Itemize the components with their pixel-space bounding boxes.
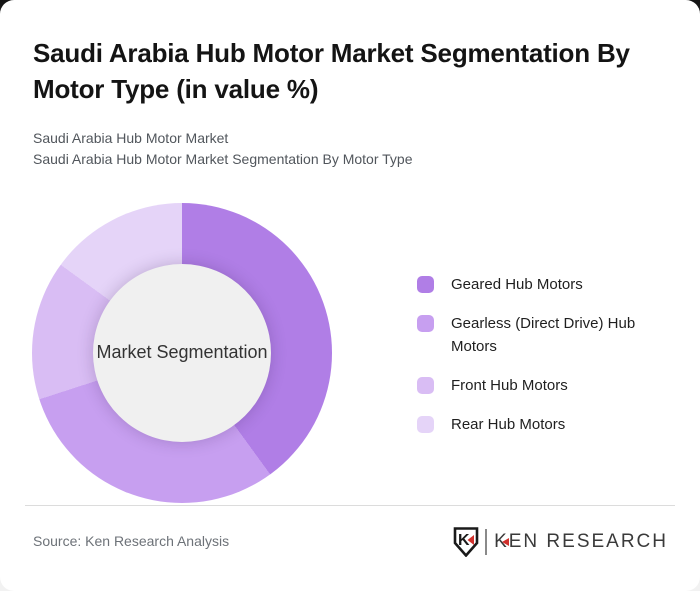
header: Saudi Arabia Hub Motor Market Segmentati… bbox=[0, 0, 700, 170]
logo-separator bbox=[485, 529, 488, 555]
legend-item: Geared Hub Motors bbox=[417, 273, 655, 296]
ken-research-logo: K KEN RESEARCH bbox=[453, 526, 668, 558]
legend-item: Rear Hub Motors bbox=[417, 413, 655, 436]
subtitle-line-2: Saudi Arabia Hub Motor Market Segmentati… bbox=[33, 150, 413, 167]
legend-label: Front Hub Motors bbox=[451, 376, 568, 394]
donut-chart: Market Segmentation bbox=[32, 202, 332, 503]
logo-shield-icon: K bbox=[453, 527, 479, 557]
legend-item: Front Hub Motors bbox=[417, 374, 655, 397]
legend-swatch bbox=[417, 376, 434, 394]
page-title: Saudi Arabia Hub Motor Market Segmentati… bbox=[33, 38, 630, 104]
source-text: Source: Ken Research Analysis bbox=[33, 533, 230, 549]
svg-text:K: K bbox=[458, 532, 470, 549]
legend-swatch bbox=[417, 415, 434, 433]
legend-label: Rear Hub Motors bbox=[451, 415, 566, 433]
donut-center-label: Market Segmentation bbox=[96, 342, 268, 363]
logo-wordmark: KEN RESEARCH bbox=[494, 531, 668, 552]
chart-legend: Geared Hub Motors Gearless (Direct Drive)… bbox=[417, 273, 655, 452]
legend-label: Geared Hub Motors bbox=[451, 275, 583, 293]
subtitle-line-1: Saudi Arabia Hub Motor Market bbox=[33, 129, 229, 146]
legend-item: Gearless (Direct Drive) Hub Motors bbox=[417, 312, 655, 358]
legend-swatch bbox=[417, 314, 434, 332]
chart-area: Market Segmentation Geared Hub Motors Gea… bbox=[0, 170, 700, 503]
legend-label: Gearless (Direct Drive) Hub Motors bbox=[451, 314, 636, 355]
footer-divider bbox=[25, 505, 675, 506]
subtitle-block: Saudi Arabia Hub Motor Market Saudi Arab… bbox=[33, 128, 664, 170]
legend-swatch bbox=[417, 275, 434, 293]
donut-hole: Market Segmentation bbox=[93, 263, 271, 442]
